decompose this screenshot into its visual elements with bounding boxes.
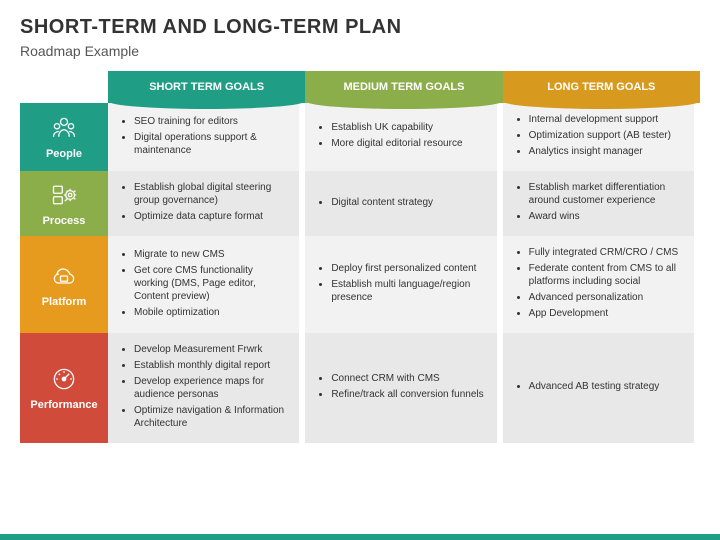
row-label: Platform <box>42 296 87 308</box>
goal-item: Connect CRM with CMS <box>331 372 483 385</box>
goal-item: Refine/track all conversion funnels <box>331 388 483 401</box>
goal-item: Analytics insight manager <box>529 145 671 158</box>
column-header-0: SHORT TERM GOALS <box>108 71 305 103</box>
cell-1-2: Establish market differentiation around … <box>503 171 700 236</box>
goal-item: Develop experience maps for audience per… <box>134 375 287 401</box>
goal-item: Establish UK capability <box>331 121 462 134</box>
row-header-platform: Platform <box>20 236 108 333</box>
row-label: Process <box>43 215 86 227</box>
goal-item: Digital operations support & maintenance <box>134 131 287 157</box>
goal-item: Optimize data capture format <box>134 210 287 223</box>
goal-item: Mobile optimization <box>134 306 287 319</box>
row-label: Performance <box>30 399 97 411</box>
goal-item: Optimize navigation & Information Archit… <box>134 404 287 430</box>
goal-item: Advanced AB testing strategy <box>529 380 660 393</box>
page-title: SHORT-TERM AND LONG-TERM PLAN <box>20 16 700 39</box>
bottom-accent-bar <box>0 534 720 540</box>
row-header-performance: Performance <box>20 333 108 443</box>
cell-3-2: Advanced AB testing strategy <box>503 333 700 443</box>
goal-item: Internal development support <box>529 113 671 126</box>
goal-item: Award wins <box>529 210 682 223</box>
goal-item: Establish global digital steering group … <box>134 181 287 207</box>
goal-item: Fully integrated CRM/CRO / CMS <box>529 246 682 259</box>
row-label: People <box>46 148 82 160</box>
page-subtitle: Roadmap Example <box>20 43 700 59</box>
goal-item: Advanced personalization <box>529 291 682 304</box>
cell-2-2: Fully integrated CRM/CRO / CMS Federate c… <box>503 236 700 333</box>
cell-1-0: Establish global digital steering group … <box>108 171 305 236</box>
goal-item: Migrate to new CMS <box>134 248 287 261</box>
grid-spacer <box>20 71 108 103</box>
goal-item: App Development <box>529 307 682 320</box>
goal-item: Establish market differentiation around … <box>529 181 682 207</box>
goal-item: Get core CMS functionality working (DMS,… <box>134 264 287 303</box>
goal-item: Establish monthly digital report <box>134 359 287 372</box>
goal-item: SEO training for editors <box>134 115 287 128</box>
column-header-2: LONG TERM GOALS <box>503 71 700 103</box>
row-header-process: Process <box>20 171 108 236</box>
cell-2-0: Migrate to new CMS Get core CMS functiona… <box>108 236 305 333</box>
cell-0-1: Establish UK capability More digital edit… <box>305 103 502 171</box>
cell-0-2: Internal development support Optimization… <box>503 103 700 171</box>
cell-0-0: SEO training for editors Digital operatio… <box>108 103 305 171</box>
goal-item: Develop Measurement Frwrk <box>134 343 287 356</box>
cell-1-1: Digital content strategy <box>305 171 502 236</box>
roadmap-container: SHORT-TERM AND LONG-TERM PLAN Roadmap Ex… <box>0 0 720 459</box>
cell-3-1: Connect CRM with CMS Refine/track all con… <box>305 333 502 443</box>
cell-3-0: Develop Measurement Frwrk Establish month… <box>108 333 305 443</box>
roadmap-grid: SHORT TERM GOALSMEDIUM TERM GOALSLONG TE… <box>20 71 700 443</box>
goal-item: Digital content strategy <box>331 196 433 209</box>
row-header-people: People <box>20 103 108 171</box>
goal-item: Establish multi language/region presence <box>331 278 484 304</box>
goal-item: Deploy first personalized content <box>331 262 484 275</box>
goal-item: Federate content from CMS to all platfor… <box>529 262 682 288</box>
goal-item: More digital editorial resource <box>331 137 462 150</box>
goal-item: Optimization support (AB tester) <box>529 129 671 142</box>
column-header-1: MEDIUM TERM GOALS <box>305 71 502 103</box>
cell-2-1: Deploy first personalized content Establi… <box>305 236 502 333</box>
